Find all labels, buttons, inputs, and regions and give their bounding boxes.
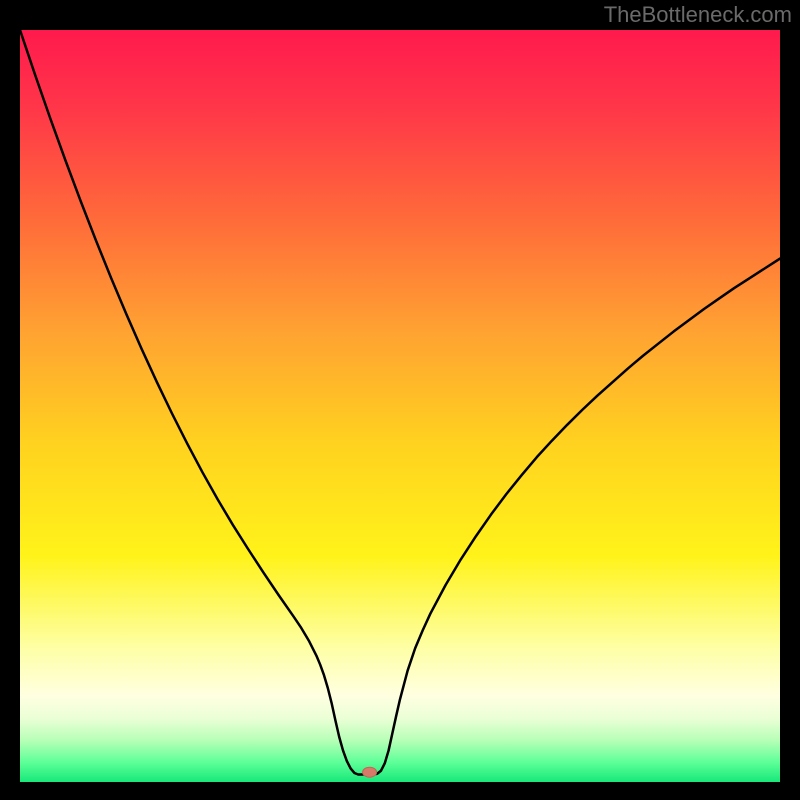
plot-svg bbox=[20, 30, 780, 782]
watermark-text: TheBottleneck.com bbox=[604, 2, 792, 28]
chart-container: TheBottleneck.com bbox=[0, 0, 800, 800]
plot-area bbox=[20, 30, 780, 782]
optimal-point-marker bbox=[363, 767, 377, 777]
gradient-background bbox=[20, 30, 780, 782]
